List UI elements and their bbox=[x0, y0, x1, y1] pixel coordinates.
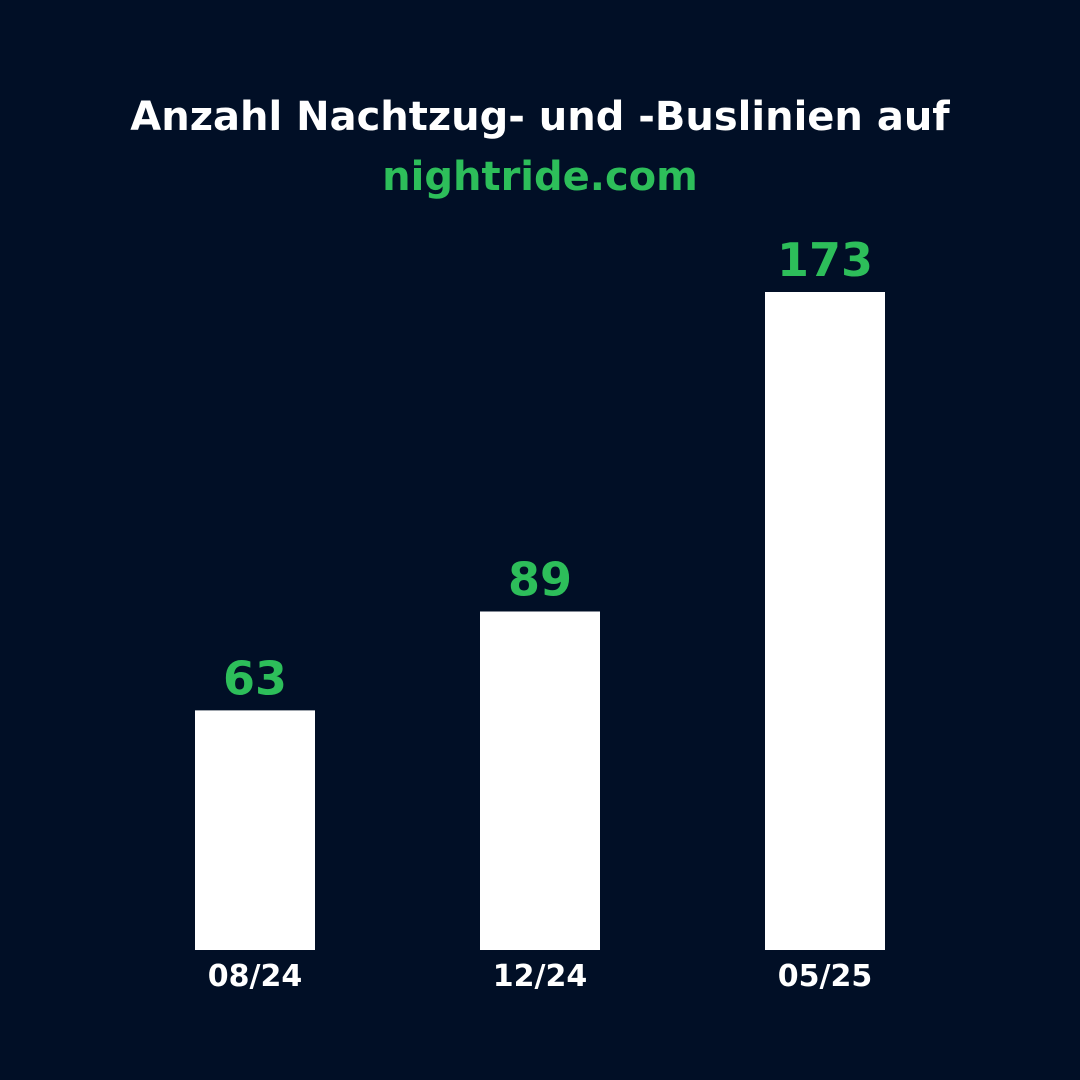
value-label: 173 bbox=[777, 233, 873, 287]
chart-title: Anzahl Nachtzug- und -Buslinien auf bbox=[130, 94, 950, 140]
bar bbox=[765, 292, 885, 950]
bar bbox=[480, 611, 600, 950]
x-tick-label: 05/25 bbox=[778, 959, 872, 994]
bar bbox=[195, 710, 315, 950]
value-label: 89 bbox=[508, 552, 572, 606]
x-tick-label: 12/24 bbox=[493, 959, 587, 994]
chart-subtitle: nightride.com bbox=[382, 154, 698, 200]
value-label: 63 bbox=[223, 651, 287, 705]
x-tick-label: 08/24 bbox=[208, 959, 302, 994]
